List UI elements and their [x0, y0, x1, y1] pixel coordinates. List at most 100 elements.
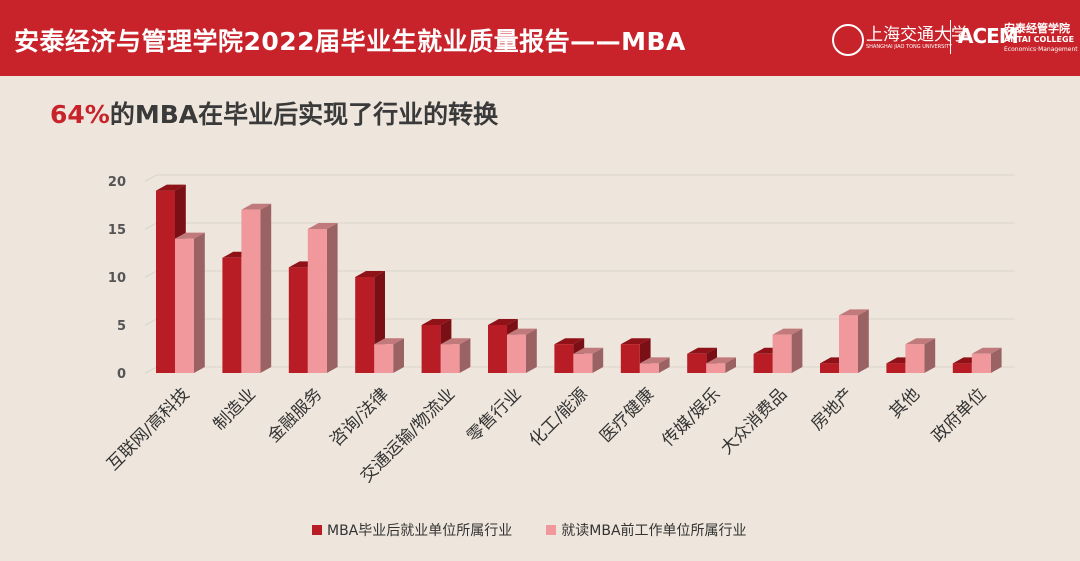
legend-label-2: 就读MBA前工作单位所属行业: [561, 523, 747, 539]
antai-logo-cn: 安泰经管学院: [1004, 22, 1070, 35]
bar-1: [156, 190, 175, 373]
y-tick-label: 5: [117, 319, 126, 334]
subtitle-highlight: 64%: [50, 100, 110, 129]
bar-2: [440, 344, 460, 373]
x-tick-label: 大众消费品: [717, 384, 791, 458]
x-tick-label: 化工/能源: [526, 384, 592, 450]
antai-logo-en: ANTAI COLLEGE: [1004, 35, 1075, 44]
bar-side: [260, 203, 272, 373]
bar-top: [839, 309, 869, 316]
bar-top: [687, 347, 717, 354]
x-tick-label: 房地产: [807, 384, 857, 434]
bar-top: [620, 338, 651, 345]
bar-2: [175, 238, 194, 373]
sjtu-logo-en: SHANGHAI JIAO TONG UNIVERSITY: [866, 44, 952, 50]
bar-2: [307, 229, 327, 373]
gridline-depth: [144, 222, 158, 230]
gridline-depth: [144, 270, 158, 278]
bar-top: [355, 271, 385, 277]
x-tick-label: 其他: [886, 384, 924, 422]
bar-1: [687, 353, 707, 373]
bar-side: [858, 309, 869, 373]
legend-item-2: 就读MBA前工作单位所属行业: [546, 520, 747, 540]
bar-side: [725, 357, 736, 373]
y-tick-label: 10: [108, 271, 126, 286]
bar-1: [753, 353, 773, 373]
bar-side: [924, 338, 936, 373]
bar-top: [307, 223, 338, 229]
legend-label-1: MBA毕业后就业单位所属行业: [327, 523, 513, 539]
sjtu-seal-icon: [832, 24, 864, 56]
x-tick-label: 零售行业: [463, 384, 525, 446]
bar-top: [440, 338, 471, 345]
subtitle-text: 的MBA在毕业后实现了行业的转换: [109, 100, 499, 129]
gridline-depth: [144, 366, 158, 374]
bar-top: [971, 347, 1002, 354]
bar-top: [241, 203, 272, 210]
legend-item-1: MBA毕业后就业单位所属行业: [312, 520, 512, 540]
bar-1: [288, 267, 308, 373]
antai-logo-en2: Economics·Management: [1004, 46, 1078, 53]
bar-2: [971, 353, 991, 373]
acem-logo-icon: ACEM: [958, 24, 1019, 48]
x-tick-label: 互联网/高科技: [103, 384, 193, 474]
bar-side: [326, 223, 338, 373]
bar-2: [639, 363, 659, 373]
bar-2: [905, 344, 925, 373]
bar-top: [573, 347, 604, 354]
bar-side: [526, 328, 537, 373]
logo-divider: [950, 20, 951, 54]
bar-2: [772, 334, 792, 373]
legend: MBA毕业后就业单位所属行业 就读MBA前工作单位所属行业: [312, 520, 747, 540]
bar-2: [507, 334, 526, 373]
x-tick-label: 政府单位: [928, 384, 990, 446]
bar-1: [488, 325, 507, 373]
bar-1: [421, 325, 441, 373]
bar-side: [592, 347, 604, 373]
gridline-depth: [144, 174, 158, 182]
bar-side: [194, 232, 205, 373]
bar-1: [620, 344, 640, 373]
bar-side: [393, 338, 404, 373]
x-tick-label: 咨询/法律: [326, 384, 392, 450]
bar-top: [905, 338, 936, 345]
y-tick-label: 0: [117, 367, 126, 382]
bar-1: [355, 277, 375, 373]
bar-2: [839, 315, 858, 373]
sjtu-logo-text: 上海交通大学: [866, 25, 968, 45]
bar-2: [706, 363, 726, 373]
x-tick-label: 传媒/娱乐: [658, 384, 724, 450]
bar-top: [156, 184, 186, 191]
bar-top: [175, 232, 205, 239]
bar-top: [421, 319, 452, 325]
bar-top: [507, 328, 537, 335]
bar-1: [820, 363, 839, 373]
bar-2: [374, 344, 394, 373]
bar-top: [488, 319, 518, 325]
bar-top: [374, 338, 404, 345]
bar-side: [459, 338, 471, 373]
bar-top: [772, 328, 803, 335]
bar-side: [658, 357, 670, 373]
header-bar: 安泰经济与管理学院2022届毕业生就业质量报告——MBA 上海交通大学 SHAN…: [0, 0, 1080, 76]
x-tick-label: 制造业: [210, 384, 260, 434]
bar-side: [791, 328, 803, 373]
bar-2: [573, 353, 593, 373]
x-tick-label: 医疗健康: [596, 384, 658, 446]
bar-2: [241, 209, 261, 373]
bar-1: [222, 257, 242, 373]
bar-1: [554, 344, 574, 373]
x-tick-label: 金融服务: [264, 384, 326, 446]
y-tick-label: 15: [108, 223, 126, 238]
gridline-depth: [144, 318, 158, 326]
report-title: 安泰经济与管理学院2022届毕业生就业质量报告——MBA: [14, 27, 686, 56]
bar-1: [886, 363, 906, 373]
bar-top: [554, 338, 585, 345]
subtitle: 64%的MBA在毕业后实现了行业的转换: [50, 95, 498, 131]
bar-side: [990, 347, 1002, 373]
bar-top: [639, 357, 670, 364]
bar-top: [706, 357, 736, 364]
y-tick-label: 20: [108, 175, 126, 190]
bar-1: [952, 363, 972, 373]
